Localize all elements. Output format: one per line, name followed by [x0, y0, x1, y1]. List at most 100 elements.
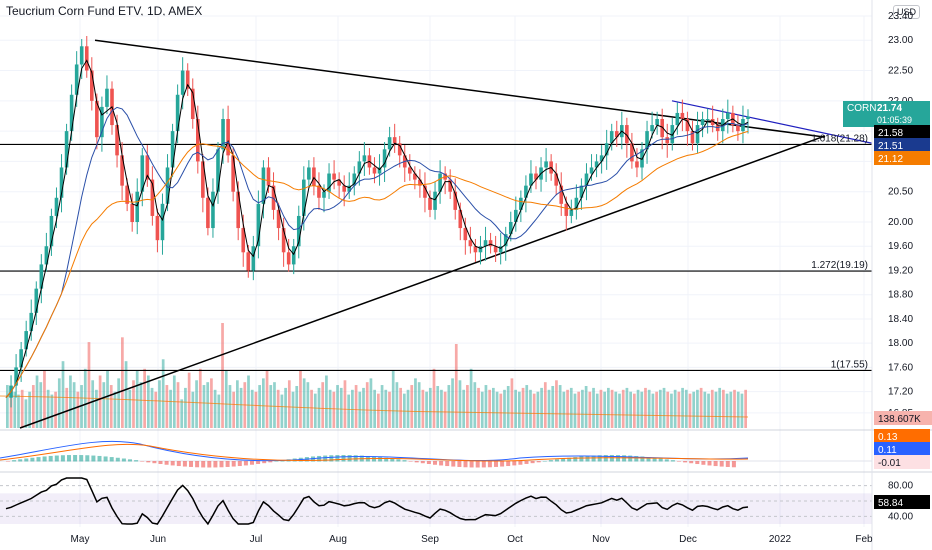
candle-body [478, 246, 483, 253]
candle-body [655, 119, 659, 126]
volume-bar [495, 391, 499, 428]
volume-bar [165, 385, 169, 428]
volume-bar [369, 378, 373, 428]
currency-badge[interactable]: USD [893, 5, 921, 19]
volume-bar [555, 380, 558, 428]
price-tick-12: 18.00 [888, 338, 913, 349]
slow-ma-line [5, 130, 749, 399]
volume-bar [161, 359, 165, 428]
macd-label-1-bg [874, 442, 930, 456]
macd-hist-bar [24, 458, 29, 462]
candle-body [564, 203, 569, 216]
volume-bar [284, 387, 287, 428]
volume-bar [718, 387, 722, 428]
volume-bar [206, 382, 210, 428]
candle-body [206, 197, 210, 229]
macd-label-2: -0.01 [878, 458, 901, 469]
time-tick-4: Sep [421, 534, 439, 545]
volume-bar [703, 391, 707, 428]
macd-hist-bar [433, 461, 437, 465]
candle-body [84, 46, 89, 71]
volume-bar [510, 378, 514, 428]
volume-bar [670, 393, 673, 428]
volume-bar [54, 391, 57, 428]
volume-bar [302, 378, 306, 428]
macd-label-0-bg [874, 429, 930, 443]
volume-bar [124, 361, 128, 428]
volume-bar [176, 382, 180, 428]
candle-body [155, 215, 160, 241]
macd-hist-bar [439, 461, 444, 466]
price-tick-2: 22.50 [888, 66, 913, 77]
macd-hist-bar [97, 455, 102, 462]
volume-bar [484, 385, 488, 428]
volume-bar [632, 393, 636, 428]
macd-hist-bar [195, 461, 200, 468]
macd-hist-bar [225, 461, 230, 467]
macd-label-0: 0.13 [878, 432, 898, 443]
macd-hist-bar [420, 461, 425, 464]
volume-bar [169, 389, 172, 428]
macd-hist-bar [237, 461, 242, 467]
candle-body [413, 173, 417, 180]
volume-bar [95, 389, 98, 428]
candle-body [604, 143, 609, 156]
candle-body [503, 234, 508, 247]
volume-bar [46, 389, 50, 428]
macd-hist-bar [390, 458, 395, 462]
macd-hist-bar [256, 461, 261, 464]
candle-body [170, 131, 175, 168]
time-tick-6: Nov [592, 534, 610, 545]
macd-hist-bar [274, 460, 279, 462]
volume-bar [621, 389, 625, 428]
level-3-label: 21.12 [878, 154, 903, 165]
candle-body [650, 125, 654, 132]
volume-bar [696, 389, 699, 428]
macd-hist-bar [414, 461, 419, 463]
volume-bar [6, 385, 9, 428]
volume-bar [599, 389, 603, 428]
time-tick-5: Oct [507, 534, 523, 545]
volume-bar [454, 344, 458, 428]
candle-body [241, 228, 246, 253]
volume-bar [132, 380, 135, 428]
volume-bar [428, 387, 432, 428]
volume-bar [258, 385, 261, 428]
volume-bar [347, 394, 351, 428]
candle-body [645, 131, 649, 150]
macd-hist-bar [573, 457, 578, 462]
macd-hist-bar [561, 458, 566, 462]
candle-body [332, 173, 336, 180]
volume-bar [447, 385, 451, 428]
candle-body [362, 155, 367, 162]
volume-bar [109, 385, 113, 428]
candle-body [544, 161, 548, 168]
candle-body [165, 167, 170, 204]
fib-level-label-2: 1(17.55) [831, 359, 868, 370]
level-3-label-bg [874, 151, 930, 165]
fib-levels: 1.618(21.28) 1.272(19.19) 1(17.55) [0, 133, 872, 372]
candle-body [675, 112, 680, 126]
macd-hist-bar [646, 457, 651, 462]
price-tick-10: 18.80 [888, 290, 913, 301]
macd-hist-bar [469, 461, 474, 468]
candle-body [291, 246, 296, 265]
volume-label-bg [874, 411, 932, 425]
volume-bar [729, 391, 733, 428]
volume-bar [80, 385, 83, 428]
volume-bar [688, 393, 692, 428]
macd-hist-bar [219, 461, 224, 468]
volume-bar [65, 387, 69, 428]
volume-bar [529, 389, 532, 428]
volume-bar [276, 389, 280, 428]
volume-bar [618, 393, 621, 428]
macd-hist-bar [426, 461, 431, 465]
candle-body [226, 119, 230, 156]
macd-hist-bar [707, 461, 712, 466]
macd-hist-bar [18, 459, 23, 462]
candle-body [710, 119, 715, 126]
candle-body [44, 246, 49, 265]
macd-label-1: 0.11 [878, 445, 897, 456]
volume-bar [291, 391, 295, 428]
